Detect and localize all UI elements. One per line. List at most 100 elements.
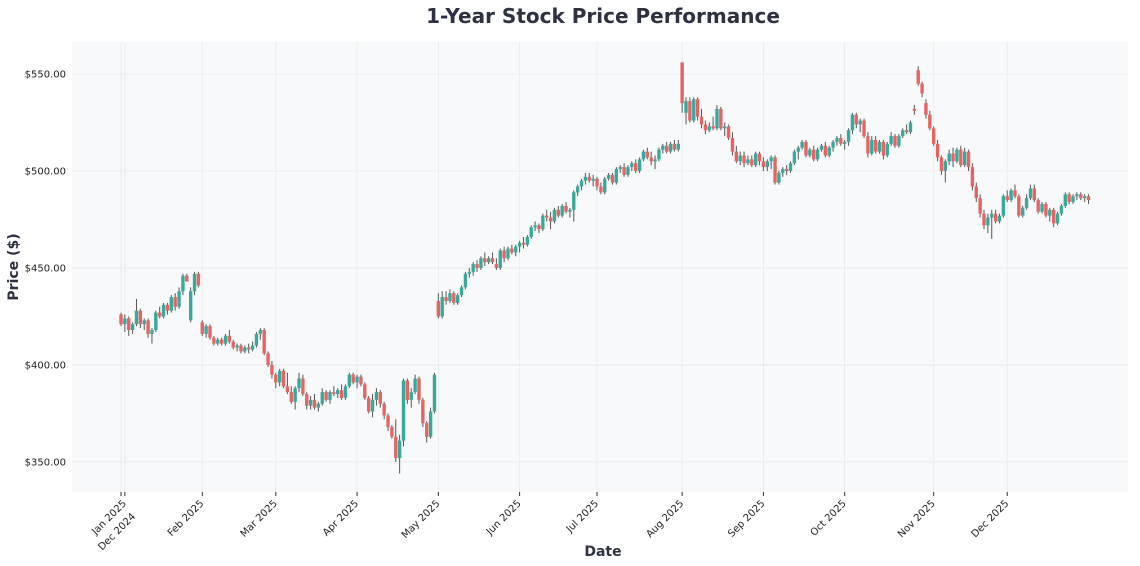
candle-body-up (154, 312, 158, 331)
candle-body-up (661, 145, 665, 150)
x-tick-label: Apr 2025 (321, 498, 361, 538)
candle-body-down (208, 326, 212, 338)
candle-body-down (382, 403, 386, 416)
candle-body-down (1086, 196, 1091, 201)
candle-body-up (947, 153, 951, 162)
candle-body-up (130, 324, 135, 331)
candle-body-up (336, 390, 340, 395)
candle-body-down (1067, 194, 1071, 203)
candle-body-down (200, 322, 204, 334)
candle-body-up (781, 169, 785, 173)
candle-body-up (962, 151, 967, 166)
y-tick-label: $400.00 (25, 360, 66, 371)
y-axis-ticks: $350.00 $400.00 $450.00 $500.00 $550.00 (25, 70, 66, 469)
candle-body-down (1017, 196, 1021, 216)
candle-body-down (196, 273, 201, 286)
candle-body-up (1040, 203, 1044, 212)
candle-body-up (169, 297, 174, 311)
candle-body-up (459, 287, 464, 296)
candle-body-up (355, 376, 359, 383)
candle-body-up (753, 153, 758, 166)
candle-body-down (610, 174, 615, 183)
candle-body-up (161, 304, 166, 317)
candle-body-up (997, 215, 1002, 222)
candle-body-down (773, 157, 777, 183)
candle-body-up (668, 143, 673, 152)
candle-body-down (502, 250, 506, 259)
candle-body-down (726, 126, 731, 139)
candle-body-down (703, 124, 708, 131)
candle-body-down (390, 427, 394, 437)
candle-body-down (993, 213, 998, 222)
candle-body-down (982, 213, 986, 226)
candle-body-down (127, 318, 131, 331)
x-tick-label: Sep 2025 (726, 498, 767, 539)
candle-body-up (1063, 194, 1067, 206)
candle-body-up (692, 99, 696, 121)
candle-body-down (680, 62, 684, 104)
candle-body-up (316, 403, 321, 408)
candle-body-down (359, 376, 363, 385)
candle-body-down (711, 126, 715, 129)
candle-body-down (970, 167, 975, 187)
candle-body-up (846, 130, 851, 142)
candle-body-down (839, 138, 843, 144)
candle-body-up (568, 209, 572, 212)
candle-body-down (475, 264, 479, 268)
candle-body-down (1051, 209, 1056, 224)
candle-body-up (192, 273, 197, 292)
candle-body-up (370, 399, 375, 412)
candle-body-up (835, 138, 839, 142)
candle-body-up (397, 440, 402, 459)
x-tick-label: Mar 2025 (239, 498, 280, 539)
candle-body-up (432, 374, 437, 412)
candle-body-up (552, 209, 557, 222)
candle-body-up (788, 163, 793, 171)
candle-body-up (1055, 213, 1060, 224)
candle-body-down (270, 364, 274, 375)
y-axis-label: Price ($) (6, 233, 22, 300)
candle-body-down (394, 436, 398, 459)
candle-body-up (471, 264, 475, 272)
candle-body-down (1036, 200, 1040, 212)
candle-body-up (1028, 188, 1033, 199)
candle-body-up (177, 291, 181, 307)
candle-body-up (990, 213, 994, 218)
candle-body-up (343, 386, 348, 398)
x-tick-label: Feb 2025 (166, 498, 207, 539)
candle-body-up (637, 159, 642, 171)
x-tick-label: May 2025 (400, 498, 443, 541)
candle-body-down (1005, 196, 1009, 201)
x-tick-label: Jun 2025 (484, 498, 524, 538)
candle-body-up (479, 258, 483, 268)
grid-lines (72, 42, 1128, 492)
candle-body-up (850, 114, 855, 131)
candle-body-up (223, 335, 228, 344)
candle-body-down (537, 225, 541, 230)
y-tick-label: $550.00 (25, 70, 66, 81)
candle-body-up (723, 126, 727, 129)
candle-body-up (243, 347, 247, 352)
candle-body-down (928, 114, 932, 129)
candle-body-down (165, 304, 170, 311)
candle-body-up (123, 318, 127, 325)
candle-body-up (572, 192, 576, 210)
candle-body-up (181, 275, 185, 292)
candle-body-up (142, 320, 146, 325)
candle-body-down (924, 103, 928, 115)
candle-body-up (529, 227, 533, 237)
candle-body-down (904, 130, 909, 133)
candle-body-down (939, 157, 944, 171)
candle-body-down (219, 339, 224, 344)
candle-body-down (545, 215, 549, 218)
candle-body-up (870, 139, 874, 154)
candle-body-down (262, 330, 266, 354)
candle-body-up (204, 326, 208, 334)
candle-body-up (800, 141, 804, 148)
candles (119, 62, 1091, 474)
candle-body-up (657, 149, 661, 160)
candle-body-up (591, 178, 595, 181)
candle-body-up (1021, 207, 1025, 216)
candle-body-down (324, 392, 328, 400)
candle-body-down (138, 310, 143, 325)
